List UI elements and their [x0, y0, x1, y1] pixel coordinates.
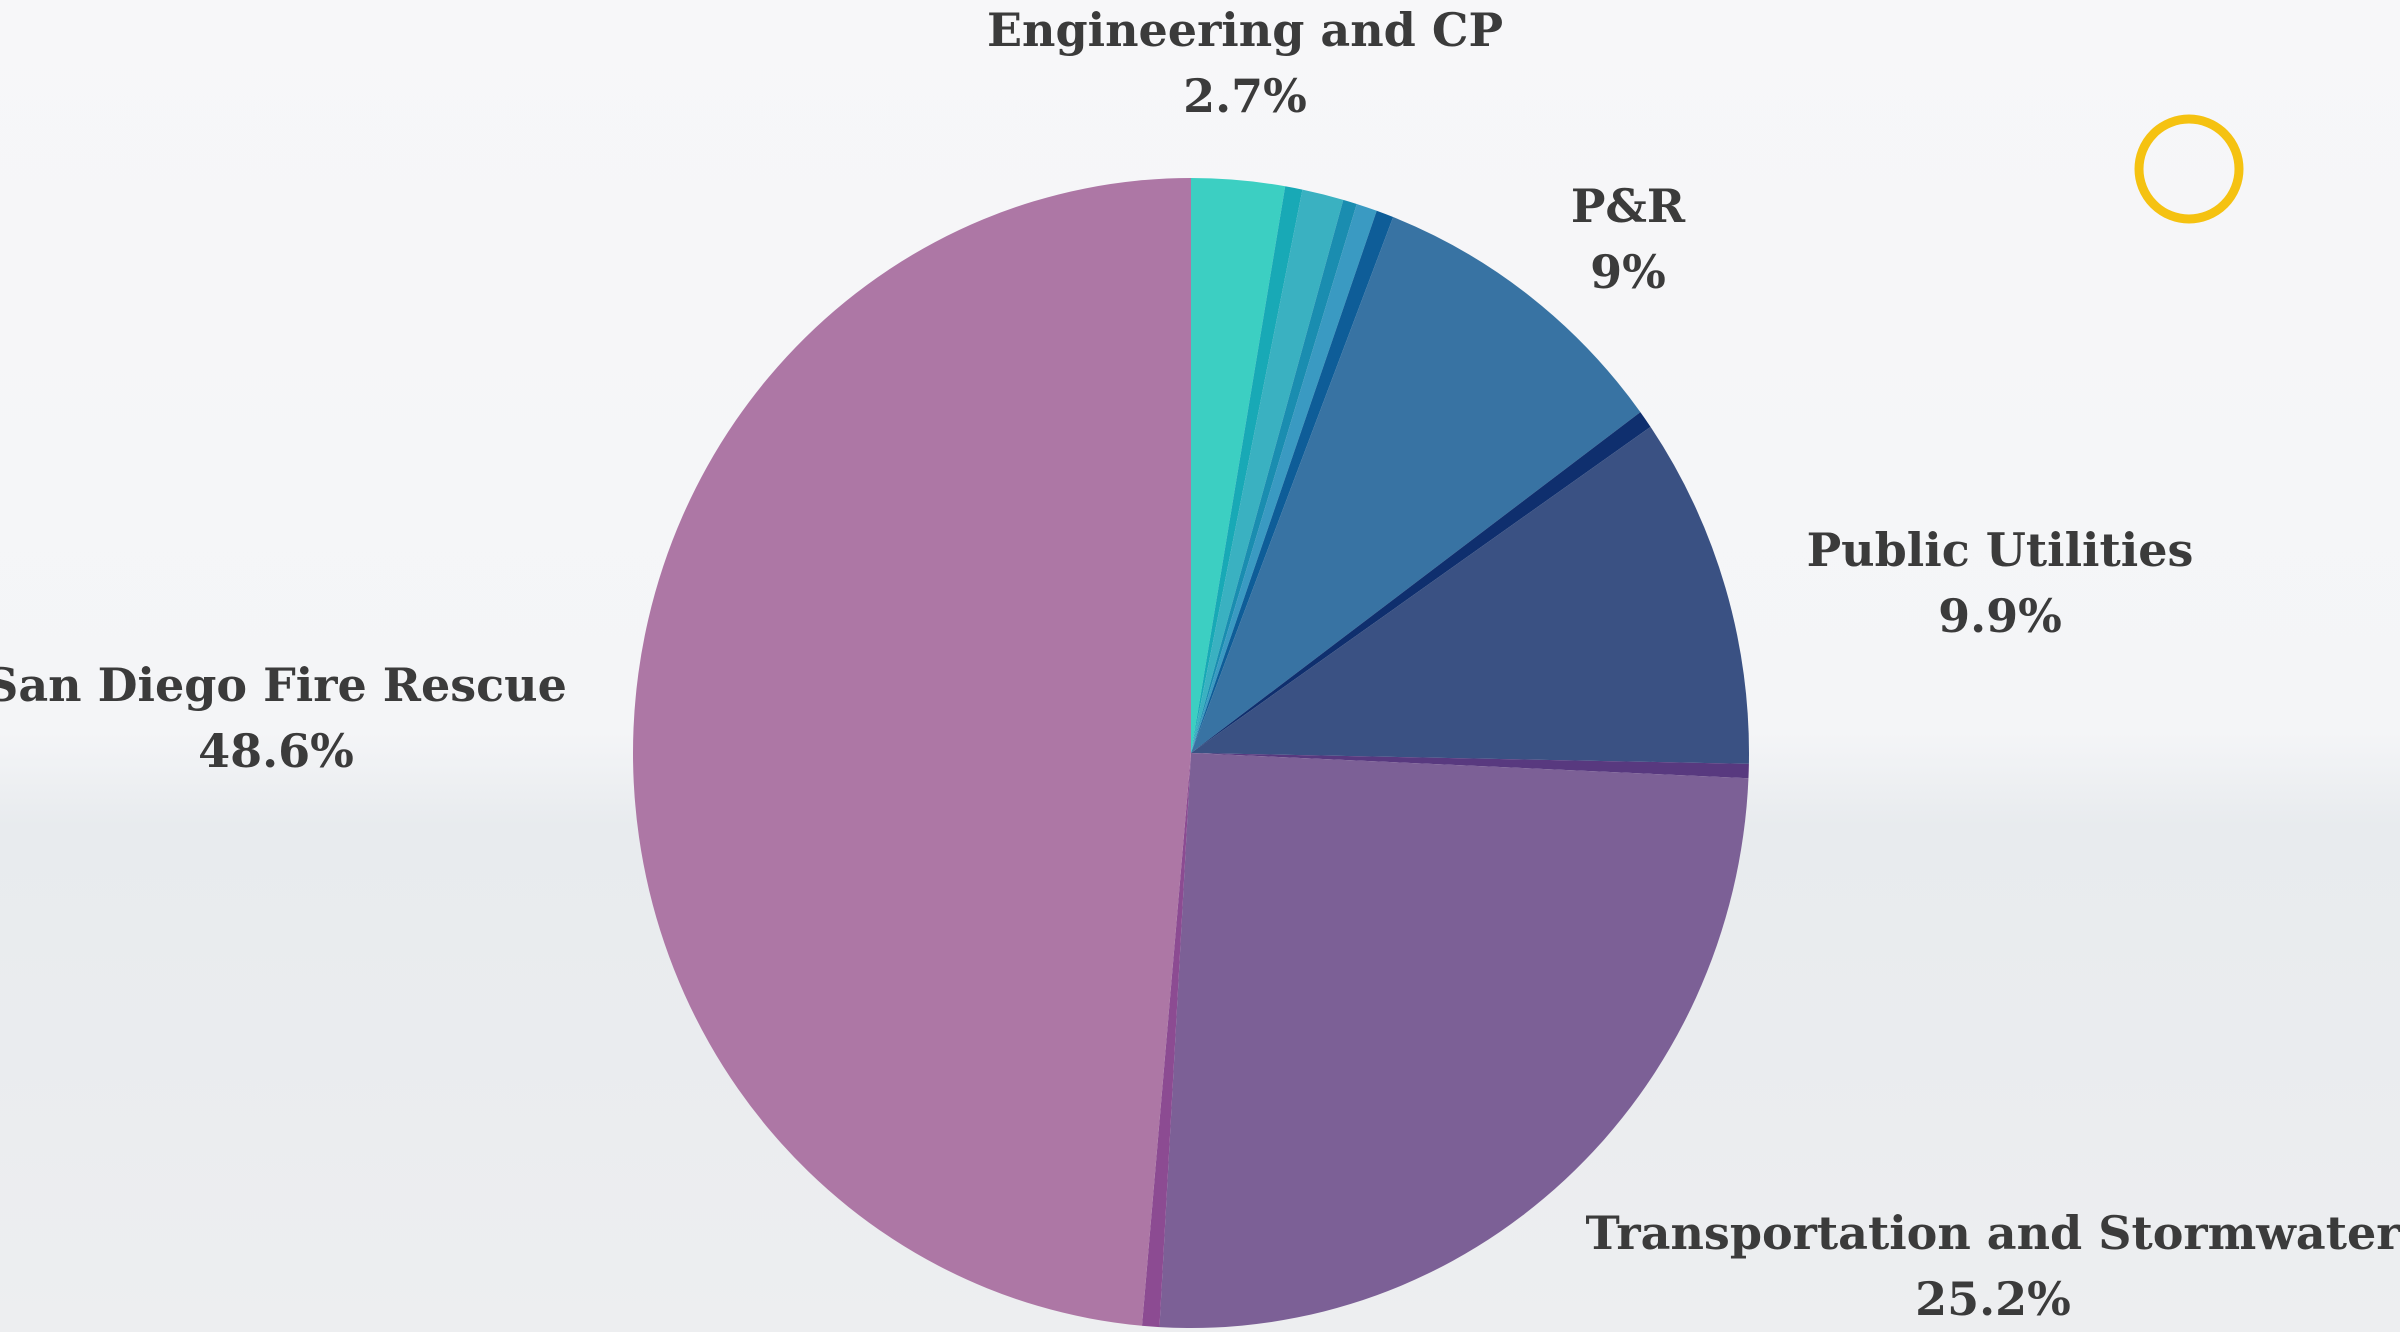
slice-value-label: 2.7% — [1183, 69, 1307, 123]
pie — [633, 178, 1749, 1328]
slice-label: San Diego Fire Rescue — [0, 658, 567, 712]
slice-value-label: 9.9% — [1938, 589, 2062, 643]
slice-value-label: 25.2% — [1915, 1272, 2071, 1326]
chart: Engineering and CP 2.7% P&R 9% Public Utilit… — [0, 0, 2400, 1332]
slice-label: Transportation and Stormwater — [1586, 1206, 2400, 1260]
slice-label: P&R — [1571, 179, 1686, 233]
slice-value-label: 48.6% — [198, 724, 354, 778]
slice-label: Engineering and CP — [987, 3, 1503, 57]
slice-value-label: 9% — [1590, 245, 1666, 299]
page: {"chart_data": {"type": "pie", "categori… — [0, 0, 2400, 1332]
slice-label: Public Utilities — [1807, 523, 2194, 577]
